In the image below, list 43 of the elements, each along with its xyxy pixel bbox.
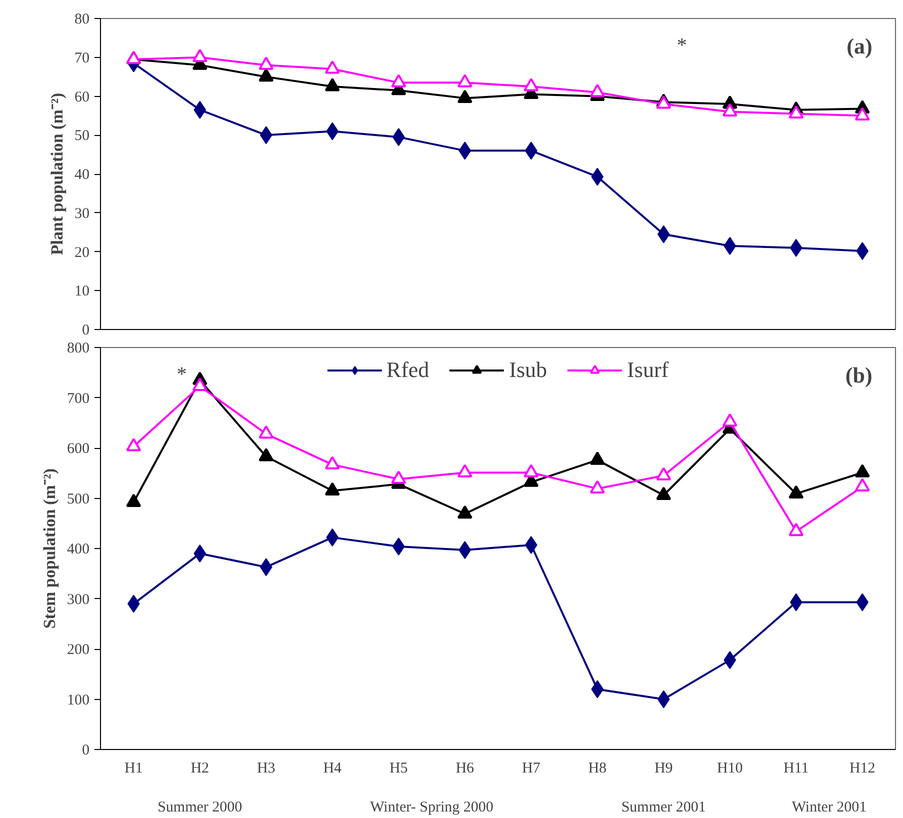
- x-tick-label: H12: [849, 760, 876, 776]
- legend-label: Rfed: [386, 357, 430, 383]
- x-tick-label: H9: [654, 760, 673, 776]
- text: Summer 2000: [158, 800, 242, 816]
- y-tick-label: 100: [67, 692, 90, 708]
- y-axis-title: Stem population (m⁻²): [40, 468, 59, 629]
- x-tick-label: H10: [716, 760, 743, 776]
- y-tick-label: 400: [67, 542, 90, 558]
- text: Winter- Spring 2000: [370, 800, 494, 816]
- x-tick-label: H3: [256, 760, 276, 776]
- text: Summer 2001: [621, 800, 706, 816]
- annotation: *: [676, 34, 687, 56]
- x-tick-label: H7: [522, 760, 541, 776]
- x-tick-label: H8: [588, 760, 607, 776]
- y-tick-label: 40: [74, 167, 90, 183]
- x-tick-label: H6: [456, 760, 475, 776]
- y-tick-label: 60: [74, 89, 90, 106]
- annotation: (b): [845, 362, 872, 388]
- y-tick-label: 500: [67, 491, 90, 508]
- y-tick-label: 10: [74, 284, 90, 300]
- y-tick-label: 80: [74, 12, 90, 28]
- annotation: (a): [846, 34, 872, 58]
- legend-label: Isub: [509, 357, 548, 383]
- y-tick-label: 50: [74, 128, 90, 144]
- legend-label: Isurf: [627, 357, 669, 383]
- y-tick-label: 300: [67, 592, 90, 608]
- y-tick-label: 700: [67, 390, 90, 407]
- y-tick-label: 30: [74, 206, 90, 222]
- x-tick-label: H4: [323, 760, 342, 776]
- y-tick-label: 0: [82, 742, 90, 758]
- text: Winter 2001: [792, 800, 867, 816]
- x-tick-label: H5: [389, 760, 408, 776]
- annotation: *: [176, 364, 187, 386]
- x-tick-label: H2: [190, 760, 210, 776]
- y-tick-label: 0: [82, 322, 90, 338]
- y-tick-label: 600: [67, 441, 90, 457]
- y-tick-label: 20: [74, 244, 90, 261]
- y-tick-label: 70: [74, 50, 90, 66]
- x-tick-label: H11: [783, 760, 809, 776]
- y-axis-title: Plant population (m⁻²): [48, 92, 66, 256]
- x-tick-label: H1: [124, 760, 143, 776]
- y-tick-label: 800: [67, 340, 90, 356]
- y-tick-label: 200: [67, 642, 90, 658]
